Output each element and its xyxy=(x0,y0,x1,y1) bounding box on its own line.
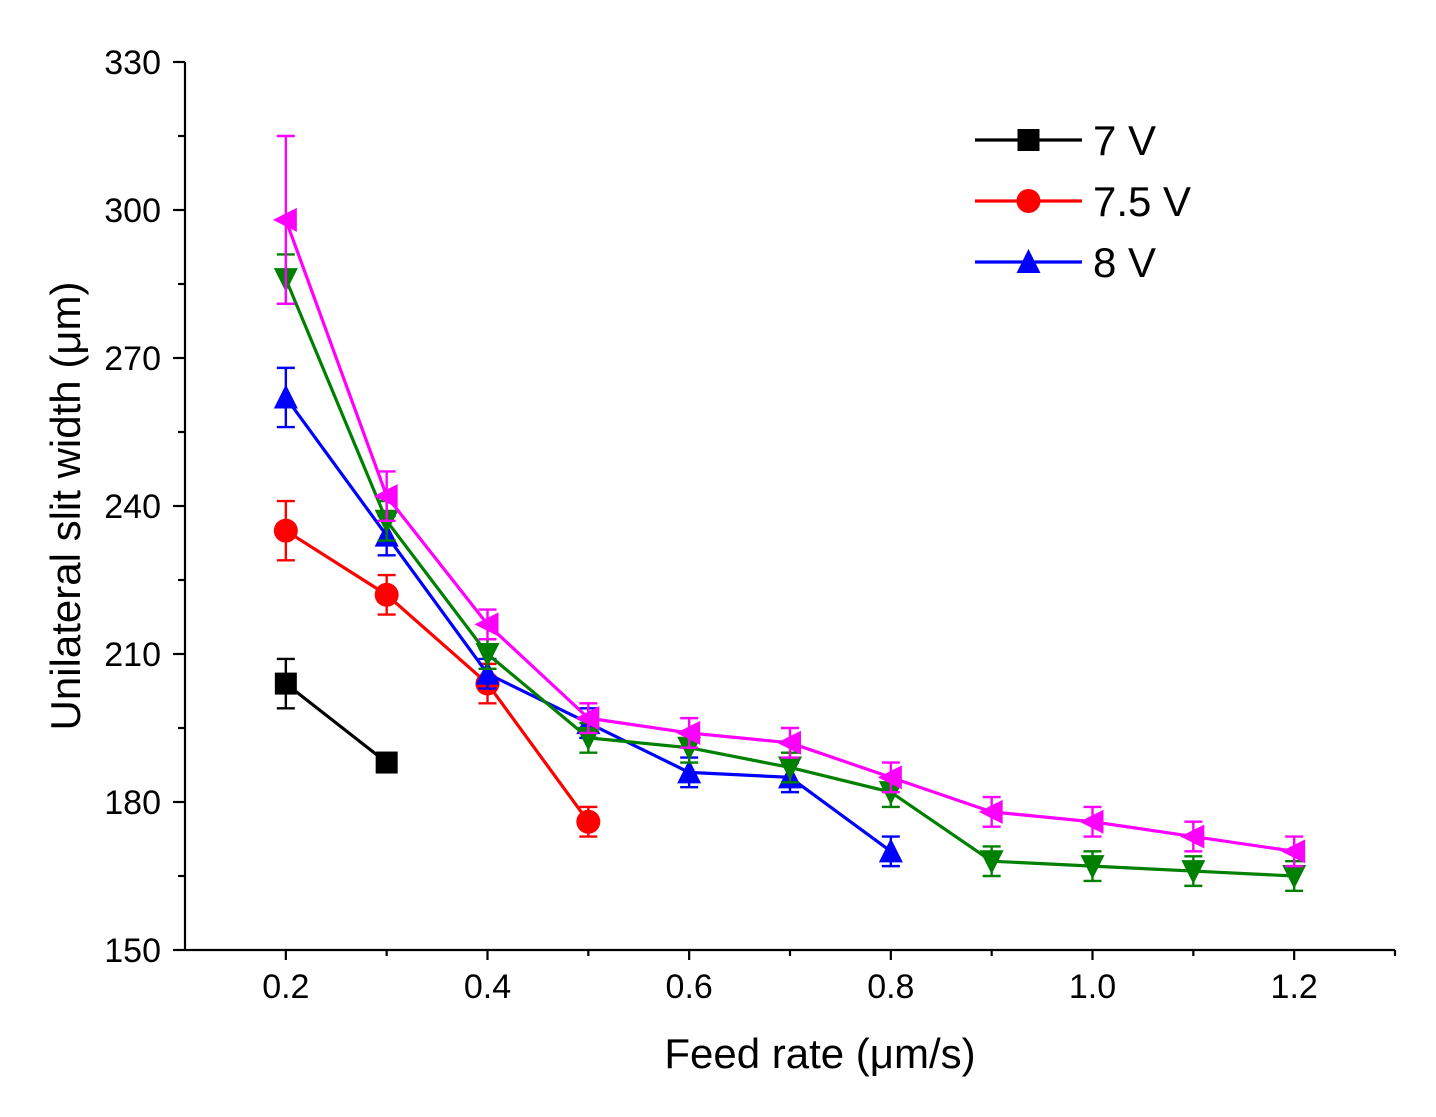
data-point xyxy=(1080,855,1105,880)
series-7_5V xyxy=(273,499,601,838)
y-axis-title: Unilateral slit width (μm) xyxy=(42,282,89,731)
data-point xyxy=(475,660,500,685)
series-layer xyxy=(272,134,1307,892)
data-point xyxy=(676,720,701,745)
data-point xyxy=(374,582,399,607)
legend-label: 7 V xyxy=(1093,117,1156,164)
y-tick-label: 300 xyxy=(104,192,161,230)
legend-marker xyxy=(1016,249,1041,273)
data-point xyxy=(575,706,600,731)
data-point xyxy=(878,838,903,863)
data-point xyxy=(576,809,601,834)
x-tick-label: 0.6 xyxy=(666,968,713,1006)
series-line xyxy=(284,682,388,764)
y-tick-label: 330 xyxy=(104,44,161,82)
x-tick-label: 0.8 xyxy=(867,968,914,1006)
legend-entry: 8 V xyxy=(975,239,1156,286)
data-point xyxy=(1181,860,1206,885)
data-point xyxy=(475,643,500,667)
series-9V xyxy=(272,134,1306,868)
data-point xyxy=(474,612,499,637)
series-line xyxy=(284,529,590,823)
y-tick-label: 150 xyxy=(104,932,161,970)
x-tick-label: 1.2 xyxy=(1271,968,1318,1006)
data-point xyxy=(1282,865,1307,889)
legend-label: 8 V xyxy=(1093,239,1156,286)
y-tick-label: 180 xyxy=(104,784,161,822)
data-point xyxy=(1079,809,1104,834)
x-tick-label: 0.4 xyxy=(464,968,511,1006)
x-tick-label: 1.0 xyxy=(1069,968,1116,1006)
legend-entry: 7 V xyxy=(975,117,1156,164)
data-point xyxy=(677,759,702,784)
legend-marker xyxy=(1017,129,1040,151)
data-point xyxy=(273,384,298,409)
legend-label: 7.5 V xyxy=(1093,178,1191,225)
data-point xyxy=(1180,824,1205,849)
legend-entry: 7.5 V xyxy=(975,178,1191,225)
legend-marker xyxy=(1016,189,1041,213)
data-point xyxy=(272,207,297,232)
data-point xyxy=(273,518,298,543)
y-tick-label: 270 xyxy=(104,340,161,378)
series-7V xyxy=(274,657,398,774)
data-point xyxy=(877,765,902,790)
data-point xyxy=(373,484,398,509)
data-point xyxy=(978,799,1003,824)
data-point xyxy=(274,672,297,695)
axes: 0.2 0.4 0.6 0.8 1.0 1.2 150 180 210 240 270 300 330 xyxy=(104,44,1397,1006)
x-axis-title: Feed rate (μm/s) xyxy=(664,1030,975,1077)
data-point xyxy=(778,756,802,781)
data-point xyxy=(1281,839,1306,864)
legend: 7 V 7.5 V 8 V xyxy=(975,117,1191,286)
y-tick-label: 210 xyxy=(104,636,161,674)
series-8_5V xyxy=(273,253,1307,892)
data-point xyxy=(375,751,398,774)
y-tick-label: 240 xyxy=(104,488,161,526)
data-point xyxy=(979,850,1004,875)
x-tick-label: 0.2 xyxy=(262,968,309,1006)
data-point xyxy=(777,730,801,755)
